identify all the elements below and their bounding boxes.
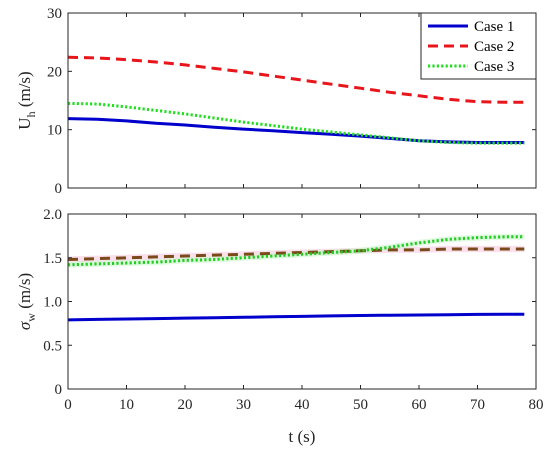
- bottom-y-axis-label: σw (m/s): [15, 273, 38, 330]
- bottom-series-line-3: [67, 235, 525, 267]
- bottom-ticks-layer: 0 10 20 30 40 50 60 70 80 0 0.5 1.0 1.5 2.0: [43, 207, 543, 413]
- top-series-line-2: [67, 55, 525, 104]
- top-y-tick-label: 0: [55, 181, 63, 197]
- legend-label-1: Case 1: [474, 19, 514, 35]
- top-y-tick-label: 10: [47, 123, 62, 139]
- bottom-x-tick-label: 10: [119, 397, 134, 413]
- bottom-y-tick-label: 2.0: [43, 207, 62, 223]
- top-y-tick-label: 30: [47, 6, 62, 22]
- bottom-x-axis-label: t (s): [289, 427, 316, 446]
- bottom-x-tick-label: 0: [64, 397, 72, 413]
- legend: Case 1 Case 2 Case 3: [420, 12, 537, 80]
- bottom-x-tick-label: 20: [178, 397, 193, 413]
- bottom-series-line-1: [67, 312, 525, 322]
- top-y-axis-label-sub: h: [24, 111, 38, 117]
- bottom-y-axis-label-sub: w: [24, 313, 38, 322]
- bottom-y-tick-label: 1.0: [43, 295, 62, 311]
- bottom-x-tick-label: 50: [353, 397, 368, 413]
- bottom-y-axis-label-unit: (m/s): [15, 273, 34, 313]
- bottom-y-tick-label: 0: [55, 382, 63, 398]
- bottom-series-line-2: [67, 247, 525, 261]
- legend-label-3: Case 3: [474, 59, 514, 75]
- bottom-y-tick-label: 1.5: [43, 251, 62, 267]
- bottom-x-tick-label: 80: [529, 397, 544, 413]
- bottom-x-tick-label: 30: [236, 397, 251, 413]
- top-panel: 0 10 20 30 Uh (m/s) Case 1 Case 2 Case 3: [15, 6, 537, 197]
- top-series-layer: [67, 55, 525, 145]
- bottom-series-layer: [67, 235, 525, 322]
- bottom-y-axis-label-main: σ: [15, 321, 34, 330]
- top-y-axis-label-unit: (m/s): [15, 71, 34, 111]
- legend-label-2: Case 2: [474, 39, 514, 55]
- legend-entries: Case 1 Case 2 Case 3: [428, 19, 514, 75]
- bottom-x-tick-label: 70: [470, 397, 485, 413]
- bottom-x-tick-label: 60: [412, 397, 427, 413]
- top-series-line-3: [67, 101, 525, 145]
- legend-box: [420, 12, 537, 80]
- top-y-tick-label: 20: [47, 64, 62, 80]
- top-ticks-layer: 0 10 20 30: [47, 6, 537, 197]
- top-y-axis-label: Uh (m/s): [15, 71, 38, 129]
- bottom-band-3: [68, 233, 525, 268]
- bottom-y-tick-label: 0.5: [43, 338, 62, 354]
- top-y-axis-label-main: U: [15, 117, 34, 129]
- bottom-x-tick-label: 40: [295, 397, 310, 413]
